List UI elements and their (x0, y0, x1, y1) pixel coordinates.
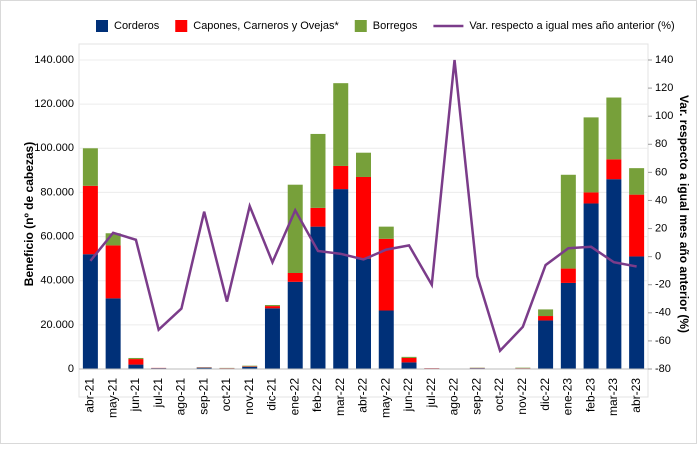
legend-label: Capones, Carneros y Ovejas* (193, 20, 339, 32)
x-tick-label: dic-21 (265, 378, 279, 411)
y2-tick-label: 100 (655, 110, 673, 122)
bar-segment (606, 179, 621, 369)
x-tick-label: jul-22 (424, 378, 438, 409)
y2-tick-label: -80 (655, 363, 671, 375)
bar-segment (629, 195, 644, 257)
bar-segment (538, 320, 553, 369)
y2-tick-label: 140 (655, 54, 673, 66)
bar-segment (356, 259, 371, 369)
x-tick-label: abr-21 (83, 378, 97, 413)
x-tick-label: may-21 (105, 378, 119, 418)
y-tick-label: 0 (68, 363, 74, 375)
bar-segment (356, 177, 371, 259)
x-tick-label: mar-23 (606, 378, 620, 416)
x-tick-label: ago-21 (174, 378, 188, 416)
x-tick-label: abr-22 (356, 378, 370, 413)
bar-segment (128, 358, 143, 359)
bar-segment (288, 273, 303, 282)
bar-segment (128, 359, 143, 365)
bar-segment (379, 227, 394, 239)
x-tick-label: abr-23 (629, 378, 643, 413)
bar-segment (83, 148, 98, 186)
bar-segment (333, 166, 348, 189)
x-tick-label: ene-23 (561, 378, 575, 416)
x-tick-label: ene-22 (287, 378, 301, 416)
bar-segment (538, 309, 553, 316)
y-tick-label: 140.000 (34, 54, 74, 66)
bar-segment (561, 283, 576, 369)
y-tick-label: 40.000 (40, 275, 74, 287)
y2-axis-label: Var. respecto a igual mes año anterior (… (677, 95, 691, 333)
x-tick-label: feb-23 (583, 378, 597, 412)
bar-segment (242, 366, 257, 367)
y2-tick-label: 120 (655, 82, 673, 94)
y2-tick-label: 40 (655, 194, 667, 206)
y2-tick-label: 80 (655, 138, 667, 150)
bar-segment (333, 83, 348, 166)
y2-tick-label: 0 (655, 251, 661, 263)
y-tick-label: 100.000 (34, 142, 74, 154)
y2-tick-label: 60 (655, 166, 667, 178)
bar-segment (584, 117, 599, 192)
bar-segment (606, 159, 621, 179)
y2-tick-label: -40 (655, 307, 671, 319)
bar-segment (629, 256, 644, 369)
x-tick-label: jun-21 (128, 378, 142, 413)
y2-tick-label: -60 (655, 335, 671, 347)
x-tick-label: sep-22 (469, 378, 483, 415)
x-tick-label: jun-22 (401, 378, 415, 413)
y-tick-label: 20.000 (40, 319, 74, 331)
bar-segment (310, 227, 325, 369)
x-tick-label: nov-22 (515, 378, 529, 415)
bar-segment (83, 254, 98, 369)
bar-segment (584, 203, 599, 369)
bar-segment (106, 245, 121, 298)
bar-segment (265, 308, 280, 369)
x-tick-label: may-22 (378, 378, 392, 418)
bar-segment (333, 189, 348, 369)
bar-segment (356, 153, 371, 177)
bar-segment (629, 168, 644, 194)
bar-segment (106, 298, 121, 369)
x-tick-label: dic-22 (538, 378, 552, 411)
legend-label: Borregos (373, 20, 418, 32)
x-tick-label: feb-22 (310, 378, 324, 412)
bar-segment (310, 134, 325, 208)
bar-segment (606, 98, 621, 160)
x-tick-label: sep-21 (196, 378, 210, 415)
legend-swatch (96, 20, 108, 32)
bar-segment (83, 186, 98, 254)
bar-segment (379, 311, 394, 369)
bar-segment (402, 362, 417, 369)
y-tick-label: 60.000 (40, 230, 74, 242)
x-tick-label: jul-21 (151, 378, 165, 409)
y2-tick-label: 20 (655, 222, 667, 234)
bar-segment (288, 185, 303, 273)
bar-segment (402, 358, 417, 362)
y-tick-label: 80.000 (40, 186, 74, 198)
bar-segment (584, 192, 599, 203)
legend-swatch (175, 20, 187, 32)
bar-segment (265, 306, 280, 308)
bar-segment (128, 365, 143, 369)
bar-segment (288, 282, 303, 369)
bar-segment (538, 316, 553, 320)
legend-label: Var. respecto a igual mes año anterior (… (469, 20, 674, 32)
y-tick-label: 120.000 (34, 98, 74, 110)
x-tick-label: oct-21 (219, 378, 233, 412)
x-tick-label: nov-21 (242, 378, 256, 415)
bar-segment (561, 269, 576, 283)
y2-tick-label: -20 (655, 279, 671, 291)
legend-swatch (355, 20, 367, 32)
bar-segment (310, 208, 325, 227)
x-tick-label: mar-22 (333, 378, 347, 416)
bar-segment (402, 357, 417, 358)
legend-label: Corderos (114, 20, 160, 32)
bar-segment (561, 175, 576, 269)
y-axis-label: Beneficio (nº de cabezas) (22, 142, 36, 286)
x-tick-label: oct-22 (492, 378, 506, 412)
bar-segment (265, 305, 280, 306)
x-tick-label: ago-22 (447, 378, 461, 416)
